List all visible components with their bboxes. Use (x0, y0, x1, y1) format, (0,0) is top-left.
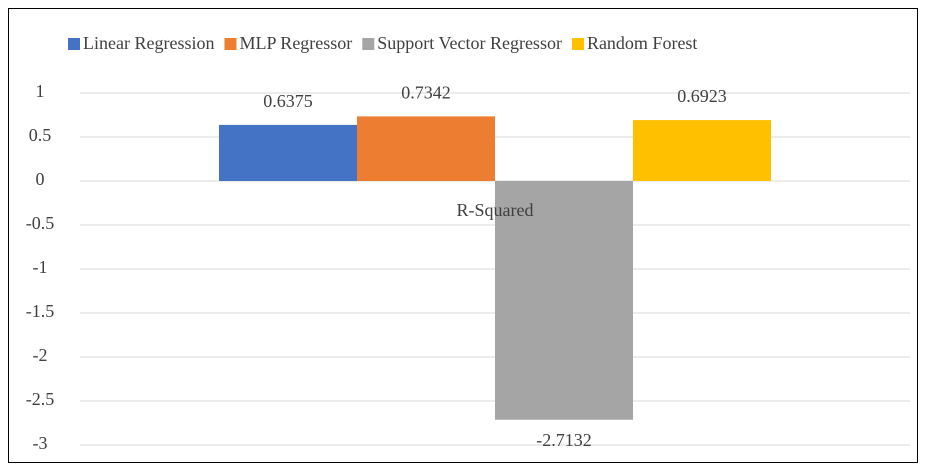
y-tick-label: 1 (36, 81, 45, 101)
y-tick-label: -2.5 (26, 389, 55, 409)
bar (633, 120, 771, 181)
data-label: 0.6923 (677, 86, 727, 106)
y-tick-label: -2 (33, 345, 48, 365)
legend-swatch (224, 38, 237, 50)
y-tick-label: 0.5 (29, 125, 52, 145)
y-tick-label: -1 (33, 257, 48, 277)
legend-swatch (362, 38, 375, 50)
data-label: 0.7342 (401, 83, 451, 103)
legend-swatch (68, 38, 80, 50)
bar (219, 124, 357, 181)
legend-label: Random Forest (587, 33, 698, 53)
x-tick-label: R-Squared (457, 200, 534, 220)
bar (357, 116, 495, 181)
data-label: -2.7132 (536, 430, 592, 450)
legend-label: Linear Regression (83, 33, 214, 53)
legend-label: Support Vector Regressor (377, 33, 562, 53)
data-label: 0.6375 (263, 91, 313, 111)
legend-label: MLP Regressor (239, 33, 352, 53)
y-tick-label: 0 (36, 169, 45, 189)
y-tick-label: -0.5 (26, 213, 55, 233)
y-tick-label: -1.5 (26, 301, 55, 321)
bar (495, 181, 633, 420)
legend-swatch (571, 38, 584, 50)
chart-border (8, 8, 918, 463)
y-tick-label: -3 (33, 433, 48, 453)
